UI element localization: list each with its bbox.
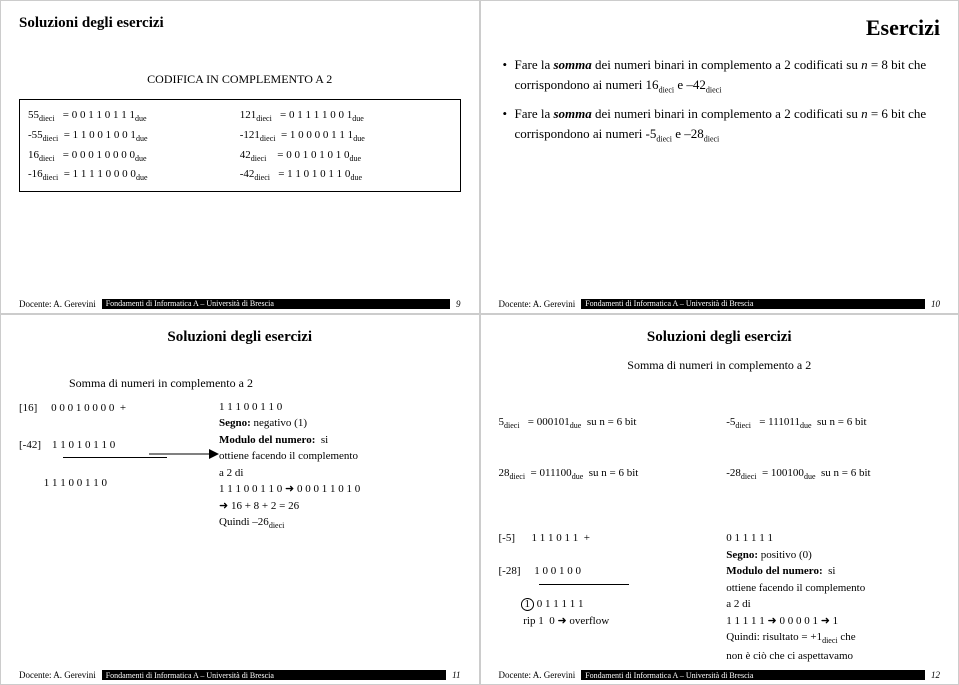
bottom-right-col: 0 1 1 1 1 1 Segno: positivo (0) Modulo d… [726, 530, 940, 664]
slide-title: Soluzioni degli esercizi [19, 15, 461, 32]
footer-bar: Fondamenti di Informatica A – Università… [581, 670, 925, 680]
slide-footer: Docente: A. Gerevini Fondamenti di Infor… [19, 299, 461, 309]
top-right-col: -5dieci = 111011due su n = 6 bit -28diec… [726, 381, 940, 516]
slide-subtitle: Somma di numeri in complemento a 2 [499, 358, 941, 373]
footer-docente: Docente: A. Gerevini [499, 299, 576, 309]
page-number: 9 [456, 299, 461, 309]
code-col-2: 121dieci = 0 1 1 1 1 0 0 1due -121dieci … [240, 106, 452, 185]
slide-title: Soluzioni degli esercizi [19, 329, 461, 346]
page-number: 11 [452, 670, 460, 680]
slide-title: Esercizi [499, 15, 941, 41]
top-left-col: 5dieci = 000101due su n = 6 bit 28dieci … [499, 381, 713, 516]
page-number: 10 [931, 299, 940, 309]
bullet-list: Fare la somma dei numeri binari in compl… [499, 55, 941, 145]
bottom-left-col: [-5] 1 1 1 0 1 1 + [-28] 1 0 0 1 0 0 1 0… [499, 530, 713, 664]
slide-subtitle: Somma di numeri in complemento a 2 [69, 376, 461, 391]
slide-2: Esercizi Fare la somma dei numeri binari… [480, 0, 959, 314]
page-number: 12 [931, 670, 940, 680]
sum-rule [539, 584, 629, 585]
slide-4: Soluzioni degli esercizi Somma di numeri… [480, 314, 959, 685]
slide-title: Soluzioni degli esercizi [499, 329, 941, 346]
footer-bar: Fondamenti di Informatica A – Università… [581, 299, 925, 309]
arrow-icon [149, 445, 219, 463]
code-col-1: 55dieci = 0 0 1 1 0 1 1 1due -55dieci = … [28, 106, 240, 185]
bullet-item: Fare la somma dei numeri binari in compl… [503, 55, 941, 96]
footer-bar: Fondamenti di Informatica A – Università… [102, 299, 450, 309]
footer-docente: Docente: A. Gerevini [19, 670, 96, 680]
slide-footer: Docente: A. Gerevini Fondamenti di Infor… [499, 670, 941, 680]
slide-footer: Docente: A. Gerevini Fondamenti di Infor… [19, 670, 461, 680]
footer-docente: Docente: A. Gerevini [19, 299, 96, 309]
code-box: 55dieci = 0 0 1 1 0 1 1 1due -55dieci = … [19, 99, 461, 192]
footer-bar: Fondamenti di Informatica A – Università… [102, 670, 446, 680]
sum-rule [63, 457, 167, 458]
sum-left: [16] 0 0 0 1 0 0 0 0 + [-42] 1 1 0 1 0 1… [19, 399, 219, 533]
slide-footer: Docente: A. Gerevini Fondamenti di Infor… [499, 299, 941, 309]
box-title: CODIFICA IN COMPLEMENTO A 2 [19, 72, 461, 87]
slide-1: Soluzioni degli esercizi CODIFICA IN COM… [0, 0, 480, 314]
footer-docente: Docente: A. Gerevini [499, 670, 576, 680]
sum-right: 1 1 1 0 0 1 1 0 Segno: negativo (1) Modu… [219, 399, 360, 533]
slide-3: Soluzioni degli esercizi Somma di numeri… [0, 314, 480, 685]
bullet-item: Fare la somma dei numeri binari in compl… [503, 104, 941, 145]
